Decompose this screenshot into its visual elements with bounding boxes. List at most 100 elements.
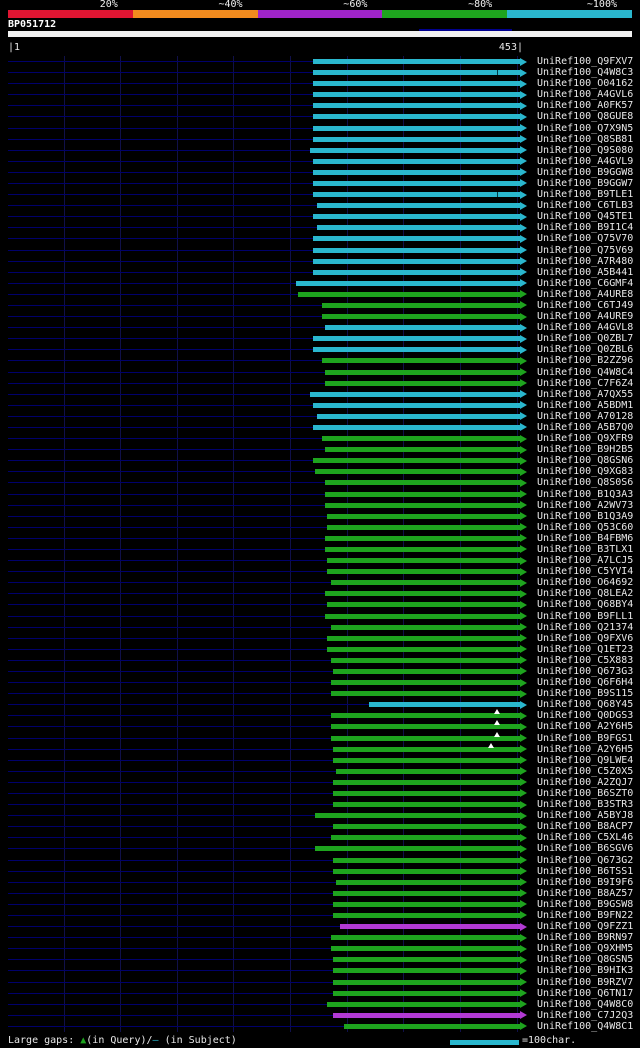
- hit-label[interactable]: UniRef100_Q8GSN5: [537, 954, 634, 966]
- hit-label[interactable]: UniRef100_B9S115: [537, 688, 634, 700]
- hit-label[interactable]: UniRef100_A4URE8: [537, 288, 634, 300]
- hit-label[interactable]: UniRef100_Q1ET23: [537, 643, 634, 655]
- hit-label[interactable]: UniRef100_B9GGW7: [537, 177, 634, 189]
- hit-label[interactable]: UniRef100_Q7X9N5: [537, 122, 634, 134]
- alignment-bar[interactable]: [330, 835, 520, 841]
- alignment-bar[interactable]: [330, 580, 520, 586]
- alignment-bar[interactable]: [339, 924, 520, 930]
- hit-label[interactable]: UniRef100_Q8GUE8: [537, 111, 634, 123]
- hit-label[interactable]: UniRef100_B9RZV7: [537, 976, 634, 988]
- alignment-bar[interactable]: [312, 92, 520, 98]
- hit-label[interactable]: UniRef100_Q9FZZ1: [537, 921, 634, 933]
- hit-label[interactable]: UniRef100_A4GVL6: [537, 89, 634, 101]
- hit-label[interactable]: UniRef100_B9FGS1: [537, 732, 634, 744]
- alignment-bar[interactable]: [312, 336, 520, 342]
- hit-label[interactable]: UniRef100_A5BYJ8: [537, 810, 634, 822]
- alignment-bar[interactable]: [330, 735, 520, 741]
- alignment-bar[interactable]: [330, 724, 520, 730]
- hit-label[interactable]: UniRef100_Q9LWE4: [537, 754, 634, 766]
- hit-label[interactable]: UniRef100_B3STR3: [537, 799, 634, 811]
- hit-label[interactable]: UniRef100_C5Z0X5: [537, 765, 634, 777]
- hit-label[interactable]: UniRef100_Q53C60: [537, 521, 634, 533]
- alignment-bar[interactable]: [312, 81, 520, 87]
- alignment-bar[interactable]: [330, 935, 520, 941]
- hit-label[interactable]: UniRef100_A7QX55: [537, 388, 634, 400]
- alignment-bar[interactable]: [312, 136, 520, 142]
- hit-label[interactable]: UniRef100_C6TLB3: [537, 200, 634, 212]
- hit-label[interactable]: UniRef100_Q9FXV6: [537, 632, 634, 644]
- hit-label[interactable]: UniRef100_A0FK57: [537, 100, 634, 112]
- alignment-bar[interactable]: [333, 979, 520, 985]
- hit-label[interactable]: UniRef100_Q4W8C1: [537, 1020, 634, 1032]
- hit-label[interactable]: UniRef100_C5YVI4: [537, 566, 634, 578]
- hit-label[interactable]: UniRef100_C5X883: [537, 654, 634, 666]
- hit-label[interactable]: UniRef100_Q8LEA2: [537, 588, 634, 600]
- alignment-bar[interactable]: [321, 358, 520, 364]
- alignment-bar[interactable]: [325, 546, 520, 552]
- hit-label[interactable]: UniRef100_Q4W8C4: [537, 366, 634, 378]
- alignment-bar[interactable]: [333, 957, 520, 963]
- hit-label[interactable]: UniRef100_Q0ZBL6: [537, 344, 634, 356]
- alignment-bar[interactable]: [325, 535, 520, 541]
- alignment-bar[interactable]: [333, 868, 520, 874]
- alignment-bar[interactable]: [312, 103, 520, 109]
- hit-label[interactable]: UniRef100_B9TLE1: [537, 189, 634, 201]
- hit-label[interactable]: UniRef100_Q6F6H4: [537, 677, 634, 689]
- alignment-bar[interactable]: [317, 413, 520, 419]
- alignment-bar[interactable]: [321, 302, 520, 308]
- hit-label[interactable]: UniRef100_A2Y6H5: [537, 743, 634, 755]
- hit-label[interactable]: UniRef100_Q0ZBL7: [537, 333, 634, 345]
- hit-label[interactable]: UniRef100_Q8SB81: [537, 133, 634, 145]
- alignment-bar[interactable]: [297, 291, 520, 297]
- alignment-bar[interactable]: [312, 125, 520, 131]
- hit-label[interactable]: UniRef100_A70128: [537, 410, 634, 422]
- hit-label[interactable]: UniRef100_A5BDM1: [537, 399, 634, 411]
- hit-label[interactable]: UniRef100_B9FLL1: [537, 610, 634, 622]
- alignment-bar[interactable]: [327, 635, 520, 641]
- alignment-bar[interactable]: [312, 70, 520, 76]
- alignment-bar[interactable]: [312, 402, 520, 408]
- alignment-bar[interactable]: [330, 624, 520, 630]
- alignment-bar[interactable]: [325, 591, 520, 597]
- alignment-bar[interactable]: [333, 802, 520, 808]
- alignment-bar[interactable]: [312, 258, 520, 264]
- hit-label[interactable]: UniRef100_Q4W8C0: [537, 998, 634, 1010]
- hit-label[interactable]: UniRef100_Q9XHM5: [537, 943, 634, 955]
- alignment-bar[interactable]: [314, 469, 520, 475]
- alignment-bar[interactable]: [310, 147, 520, 153]
- hit-label[interactable]: UniRef100_Q9S080: [537, 144, 634, 156]
- alignment-bar[interactable]: [330, 657, 520, 663]
- hit-label[interactable]: UniRef100_B9RN97: [537, 932, 634, 944]
- hit-label[interactable]: UniRef100_C7F6Z4: [537, 377, 634, 389]
- hit-label[interactable]: UniRef100_B4FBM6: [537, 532, 634, 544]
- hit-label[interactable]: UniRef100_B9H2B5: [537, 444, 634, 456]
- alignment-bar[interactable]: [312, 424, 520, 430]
- alignment-bar[interactable]: [344, 1023, 520, 1029]
- hit-label[interactable]: UniRef100_Q68Y45: [537, 699, 634, 711]
- alignment-bar[interactable]: [333, 912, 520, 918]
- alignment-bar[interactable]: [295, 280, 520, 286]
- alignment-bar[interactable]: [325, 380, 520, 386]
- hit-label[interactable]: UniRef100_B6TSS1: [537, 865, 634, 877]
- alignment-bar[interactable]: [333, 1012, 520, 1018]
- hit-label[interactable]: UniRef100_Q9FXV7: [537, 56, 634, 67]
- hit-label[interactable]: UniRef100_A5B7Q0: [537, 421, 634, 433]
- alignment-bar[interactable]: [333, 668, 520, 674]
- hit-label[interactable]: UniRef100_Q0DGS3: [537, 710, 634, 722]
- alignment-bar[interactable]: [333, 857, 520, 863]
- hit-label[interactable]: UniRef100_O64692: [537, 577, 634, 589]
- hit-label[interactable]: UniRef100_B9I1C4: [537, 222, 634, 234]
- alignment-bar[interactable]: [333, 746, 520, 752]
- alignment-bar[interactable]: [327, 1001, 520, 1007]
- hit-label[interactable]: UniRef100_A2Y6H5: [537, 721, 634, 733]
- alignment-bar[interactable]: [312, 347, 520, 353]
- hit-label[interactable]: UniRef100_Q673G2: [537, 854, 634, 866]
- hit-label[interactable]: UniRef100_B6SZT0: [537, 787, 634, 799]
- hit-label[interactable]: UniRef100_B9GSW8: [537, 898, 634, 910]
- hit-label[interactable]: UniRef100_Q8S0S6: [537, 477, 634, 489]
- alignment-bar[interactable]: [312, 236, 520, 242]
- hit-label[interactable]: UniRef100_A4GVL9: [537, 155, 634, 167]
- alignment-bar[interactable]: [333, 824, 520, 830]
- alignment-bar[interactable]: [333, 890, 520, 896]
- hit-label[interactable]: UniRef100_B9HIK3: [537, 965, 634, 977]
